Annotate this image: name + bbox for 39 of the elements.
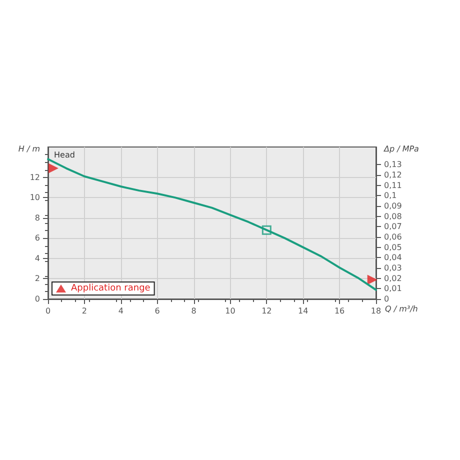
- y-tick-label: 0: [34, 294, 40, 304]
- y-tick-label: 4: [34, 254, 40, 263]
- line-series: [47, 158, 377, 291]
- x-axis-title: Q / m³/h: [384, 304, 418, 314]
- y2-tick-label: 0,06: [384, 232, 402, 242]
- y2-tick-label: 0,01: [384, 284, 402, 294]
- y2-tick-label: 0,09: [384, 201, 402, 210]
- y2-axis-title: Δp / MPa: [383, 144, 420, 154]
- point: [367, 274, 378, 285]
- x-tick-label: 4: [118, 306, 124, 316]
- y2-tick-label: 0,05: [384, 242, 402, 252]
- y-tick-label: 8: [34, 213, 40, 222]
- annotation: Head: [54, 150, 75, 160]
- x-tick-label: 2: [82, 306, 87, 316]
- y-tick-label: 10: [30, 193, 40, 202]
- x-tick-label: 16: [334, 306, 345, 316]
- y2-tick-label: 0,07: [384, 222, 402, 232]
- x-tick-label: 18: [370, 306, 382, 316]
- point: [48, 163, 58, 174]
- y-tick-label: 12: [30, 172, 40, 182]
- y2-tick-label: 0,03: [384, 263, 402, 272]
- legend-label: Application range: [71, 284, 151, 294]
- x-tick-label: 6: [154, 306, 160, 316]
- x-tick-label: 10: [225, 306, 236, 316]
- y2-tick-label: 0,04: [384, 253, 402, 262]
- y-tick-label: 2: [34, 274, 40, 284]
- x-tick-label: 14: [298, 306, 308, 316]
- x-tick-label: 0: [45, 306, 51, 316]
- y2-tick-label: 0,08: [384, 212, 402, 221]
- y2-tick-label: 0,13: [384, 160, 402, 170]
- y2-tick-label: 0,12: [384, 170, 402, 180]
- y2-tick-label: 0: [384, 294, 390, 304]
- x-tick-label: 8: [191, 306, 196, 316]
- y2-tick-label: 0,11: [384, 180, 402, 190]
- y2-tick-label: 0,02: [384, 274, 402, 283]
- y-axis-title: H / m: [18, 144, 40, 154]
- y-tick-label: 6: [34, 234, 40, 243]
- x-tick-label: 12: [262, 306, 272, 316]
- y2-tick-label: 0,1: [384, 191, 397, 200]
